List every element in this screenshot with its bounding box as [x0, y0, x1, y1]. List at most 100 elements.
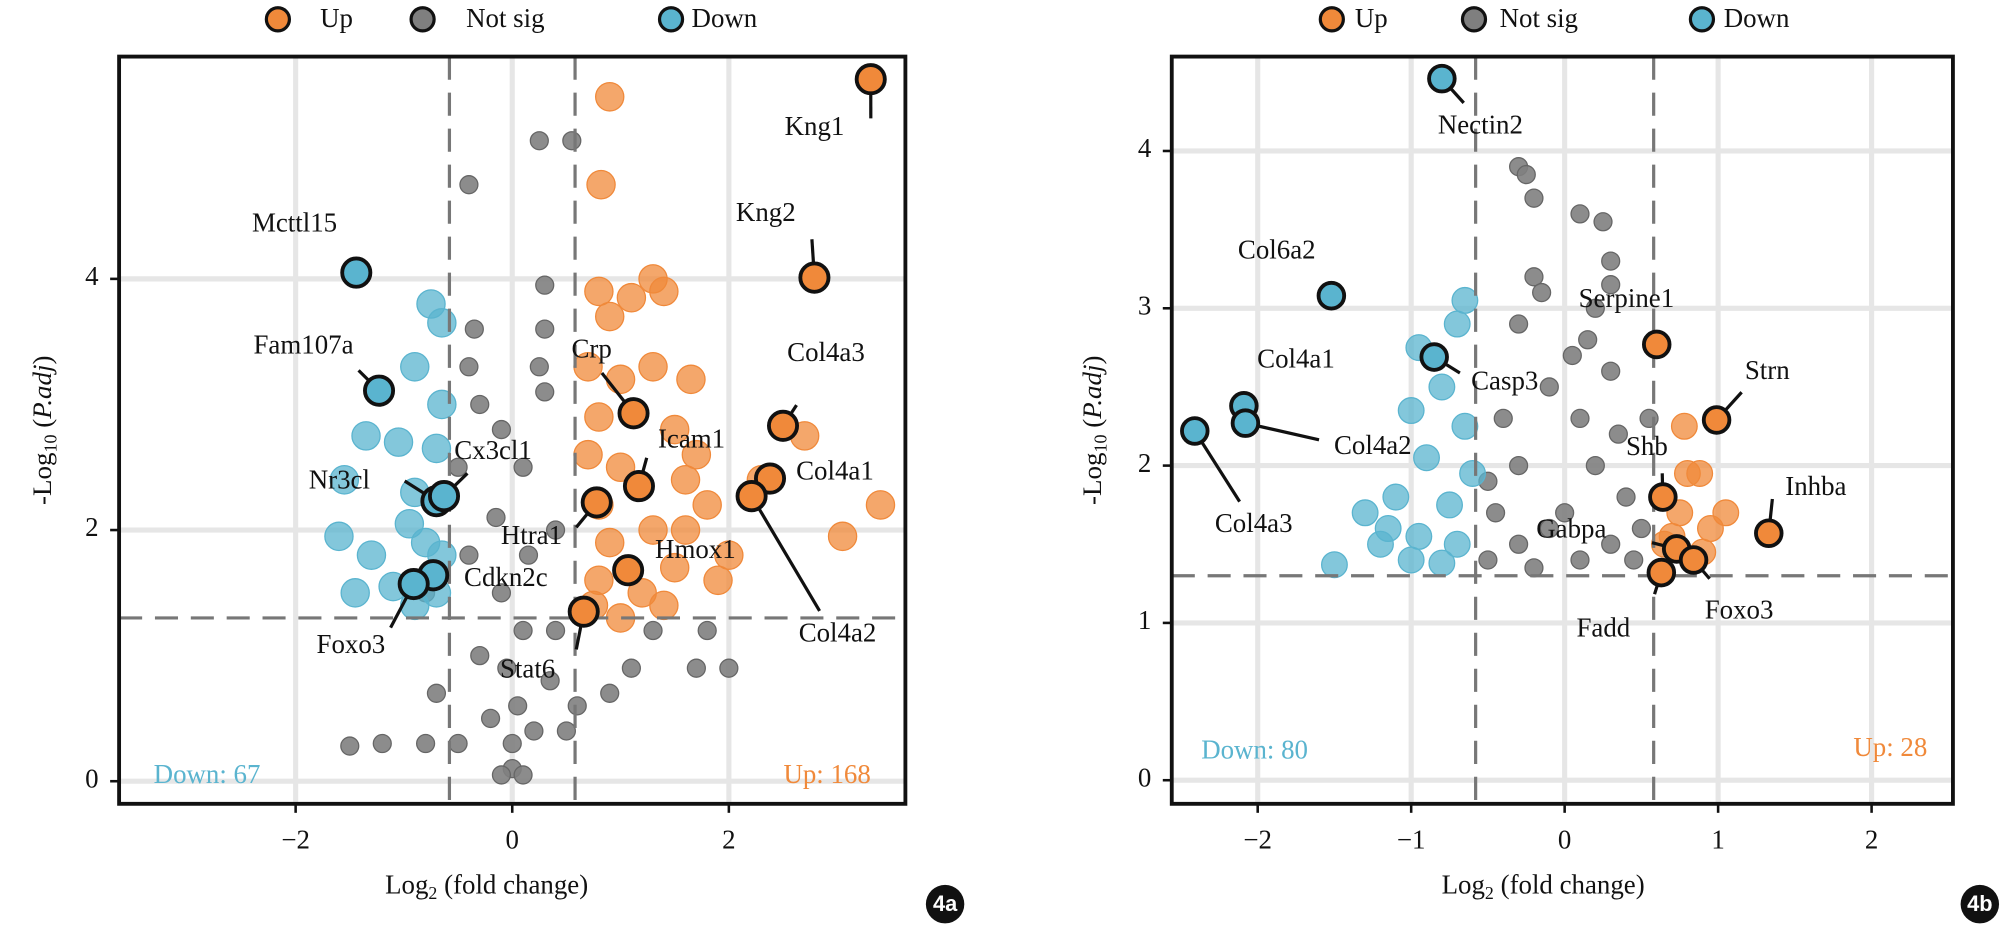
point: [340, 578, 370, 608]
point: [1570, 550, 1590, 570]
point: [329, 465, 360, 495]
point: [1601, 275, 1621, 295]
x-axis-label-part: (fold change): [437, 870, 588, 900]
point: [659, 414, 690, 445]
point: [508, 696, 528, 716]
point: [719, 658, 739, 678]
point: [594, 301, 625, 332]
point: [459, 175, 479, 195]
point: [1712, 499, 1740, 527]
highlight-point: [1316, 280, 1347, 311]
point: [427, 308, 457, 338]
point: [643, 620, 663, 641]
point: [356, 540, 387, 570]
point: [638, 515, 668, 545]
point: [703, 565, 733, 596]
point: [383, 427, 414, 457]
point: [586, 169, 616, 200]
highlight-point: [363, 374, 396, 407]
point: [1539, 377, 1559, 397]
point: [1608, 424, 1628, 444]
point-label: Nectin2: [1438, 109, 1523, 139]
point: [692, 490, 722, 520]
point: [1624, 550, 1644, 570]
point-label: Shb: [1626, 431, 1668, 461]
point: [594, 527, 625, 558]
highlight-point: [622, 470, 655, 503]
y-tick-label: 3: [1138, 290, 1151, 320]
point-label: Col4a3: [1215, 508, 1293, 538]
point-label: Col4a1: [796, 455, 874, 485]
point: [1555, 503, 1575, 523]
point: [1516, 164, 1536, 185]
leader-line: [750, 495, 821, 612]
point-label: Hmox1: [655, 534, 736, 564]
highlight-point: [397, 567, 430, 601]
y-axis-label: -Log10 (P.adj): [27, 355, 61, 504]
point: [1539, 518, 1559, 539]
x-axis-label: Log2 (fold change): [1442, 870, 1645, 904]
y-tick-label: 4: [85, 261, 99, 291]
panel-tag: 4a: [933, 891, 958, 916]
point: [600, 683, 620, 703]
highlight-point: [1419, 342, 1449, 372]
panel: −2 −1 0 1 2 0 1 2 3 4 Nectin2 Col6a2 Col4a1 Col4a2 Col…: [1077, 3, 2000, 924]
point-label: Col4a1: [1257, 344, 1335, 374]
point: [1351, 499, 1379, 527]
highlight-point: [567, 595, 600, 628]
point: [1478, 550, 1498, 570]
point: [1616, 487, 1636, 507]
point-label: Foxo3: [317, 629, 386, 659]
point: [459, 545, 479, 565]
y-axis-label-part: P.adj: [27, 364, 57, 419]
point: [567, 696, 587, 716]
legend-label: Up: [320, 3, 353, 33]
highlight-point: [612, 554, 645, 587]
point: [1436, 491, 1463, 519]
point-label: Cdkn2c: [464, 562, 548, 592]
y-axis-label-part: 10: [1091, 434, 1111, 452]
x-tick-label: 0: [1558, 825, 1571, 855]
x-tick-label: −1: [1397, 825, 1426, 855]
point: [545, 520, 566, 540]
point: [1601, 251, 1621, 271]
point: [670, 465, 701, 495]
point: [535, 382, 555, 402]
point: [1397, 397, 1425, 425]
point: [1532, 282, 1552, 303]
point: [659, 552, 690, 583]
point-label: Fadd: [1576, 612, 1630, 642]
count-label: Down: 67: [154, 759, 261, 789]
point-label: Htra1: [501, 520, 562, 550]
point: [394, 508, 425, 539]
point: [1405, 522, 1433, 550]
point: [1631, 518, 1651, 539]
point: [513, 765, 533, 785]
y-axis-label-part: (: [27, 419, 57, 435]
highlight-point: [617, 397, 650, 430]
point: [535, 275, 555, 295]
x-axis-label-part: Log: [1442, 870, 1485, 900]
point: [621, 658, 641, 678]
point: [1686, 459, 1714, 487]
panel-tag: 4b: [1967, 891, 1992, 916]
legend-marker: [657, 6, 685, 33]
point: [1428, 373, 1456, 401]
point-label: Gabpa: [1536, 513, 1606, 543]
point: [1451, 286, 1479, 314]
point-label: Nr3cl: [309, 464, 370, 494]
point: [540, 671, 560, 691]
point: [584, 565, 614, 596]
highlight-point: [767, 409, 800, 442]
point: [524, 721, 544, 741]
highlight-point: [1678, 545, 1709, 575]
point: [605, 452, 636, 483]
y-tick-label: 4: [1138, 133, 1152, 163]
panel-tag-bg: [925, 884, 965, 924]
y-axis-label-part: ): [27, 355, 57, 364]
count-label: Up: 28: [1853, 732, 1927, 762]
legend-marker: [1688, 6, 1716, 33]
point: [497, 658, 517, 678]
x-tick-label: −2: [281, 825, 310, 855]
point: [1443, 530, 1471, 558]
